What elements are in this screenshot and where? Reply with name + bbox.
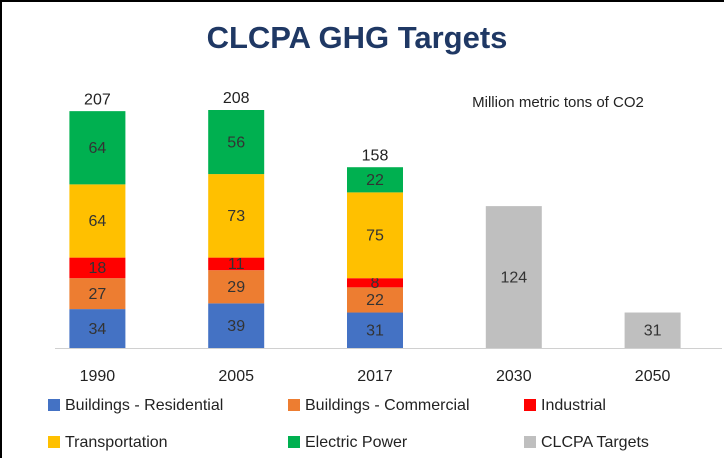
bar-segment bbox=[347, 287, 403, 313]
bar-segment bbox=[208, 257, 265, 271]
legend-label: Electric Power bbox=[305, 434, 408, 451]
total-label: 158 bbox=[362, 147, 389, 164]
total-label: 208 bbox=[223, 90, 250, 107]
legend-swatch bbox=[288, 436, 300, 448]
bar-segment bbox=[208, 303, 265, 348]
bar-segment bbox=[208, 110, 265, 175]
legend-label: Transportation bbox=[65, 434, 168, 451]
bar-segment bbox=[69, 111, 126, 185]
legend-swatch bbox=[524, 436, 536, 448]
bar-segment bbox=[347, 312, 403, 348]
bar-segment bbox=[485, 206, 542, 348]
bar-segment bbox=[69, 257, 126, 279]
x-tick-label: 2005 bbox=[218, 368, 254, 385]
total-label: 207 bbox=[84, 91, 111, 108]
data-label: 73 bbox=[227, 208, 245, 225]
bar-segment bbox=[347, 192, 403, 279]
legend-swatch bbox=[288, 399, 300, 411]
data-label: 39 bbox=[227, 318, 245, 335]
bar-segment bbox=[347, 278, 403, 288]
bar-segment bbox=[624, 312, 681, 348]
bar-segment bbox=[69, 278, 126, 310]
data-label: 31 bbox=[644, 322, 662, 339]
chart-title: CLCPA GHG Targets bbox=[207, 20, 508, 55]
annotation: Million metric tons of CO2 bbox=[472, 94, 644, 111]
legend-swatch bbox=[524, 399, 536, 411]
data-label: 8 bbox=[371, 275, 380, 292]
data-label: 64 bbox=[89, 140, 107, 157]
bar-segment bbox=[208, 174, 265, 258]
data-label: 64 bbox=[89, 213, 107, 230]
x-tick-label: 2030 bbox=[496, 368, 532, 385]
legend-label: Buildings - Residential bbox=[65, 397, 223, 414]
bar-segment bbox=[208, 270, 265, 304]
data-label: 22 bbox=[366, 292, 384, 309]
data-label: 31 bbox=[366, 322, 384, 339]
data-label: 124 bbox=[500, 269, 527, 286]
data-label: 56 bbox=[227, 134, 245, 151]
legend-label: Buildings - Commercial bbox=[305, 397, 470, 414]
bar-segment bbox=[347, 167, 403, 193]
x-tick-label: 2017 bbox=[357, 368, 393, 385]
legend-swatch bbox=[48, 399, 60, 411]
bar-segment bbox=[69, 184, 126, 258]
x-tick-label: 1990 bbox=[80, 368, 116, 385]
x-tick-label: 2050 bbox=[635, 368, 671, 385]
bar-segment bbox=[69, 309, 126, 348]
legend-swatch bbox=[48, 436, 60, 448]
data-label: 27 bbox=[89, 286, 107, 303]
data-label: 18 bbox=[89, 260, 107, 277]
data-label: 11 bbox=[228, 256, 245, 273]
data-label: 29 bbox=[227, 279, 245, 296]
data-label: 34 bbox=[89, 321, 107, 338]
legend-label: Industrial bbox=[541, 397, 606, 414]
data-label: 22 bbox=[366, 172, 384, 189]
legend-label: CLCPA Targets bbox=[541, 434, 649, 451]
data-label: 75 bbox=[366, 228, 384, 245]
